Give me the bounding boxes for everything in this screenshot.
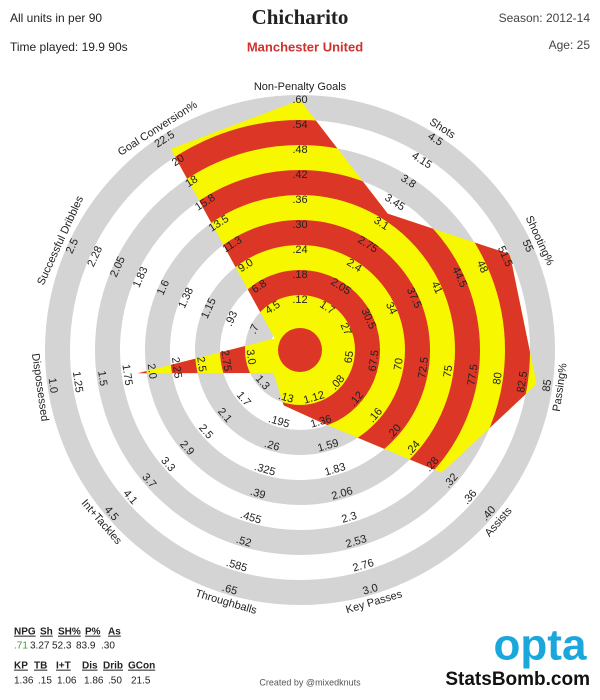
tick-label: 72.5 xyxy=(416,356,431,379)
tick-label: 80 xyxy=(491,372,505,386)
table-value: 52.3 xyxy=(52,641,72,652)
radar-core xyxy=(278,328,322,372)
tick-label: 82.5 xyxy=(515,371,530,394)
tick-label: 18 xyxy=(183,173,200,190)
table-value: 1.06 xyxy=(57,676,77,687)
tick-label: 1.6 xyxy=(155,278,172,297)
table-header: Sh xyxy=(40,627,53,638)
tick-label: 3.0 xyxy=(361,582,379,598)
site: StatsBomb.com xyxy=(445,669,590,690)
tick-label: .7 xyxy=(247,323,262,336)
tick-label: 1.83 xyxy=(323,461,347,479)
table-header: As xyxy=(108,627,121,638)
tick-label: 65 xyxy=(343,350,357,364)
tick-label: .26 xyxy=(263,438,281,454)
logo: opta xyxy=(494,621,587,670)
tick-label: 2.25 xyxy=(169,356,184,379)
tick-label: 34 xyxy=(383,300,399,316)
tick-label: .13 xyxy=(277,390,295,406)
tick-label: 41 xyxy=(429,280,445,296)
table-header: P% xyxy=(85,627,101,638)
tick-label: 2.53 xyxy=(344,533,368,551)
tick-label: .60 xyxy=(292,94,307,106)
tick-label: 1.12 xyxy=(302,389,326,407)
tick-label: .325 xyxy=(253,461,277,479)
tick-label: 1.5 xyxy=(95,370,109,387)
table-value: 1.86 xyxy=(84,676,104,687)
table-value: .15 xyxy=(38,676,52,687)
table-header: I+T xyxy=(56,661,71,672)
radar-band xyxy=(137,170,480,473)
table-value: 3.27 xyxy=(30,641,50,652)
radar-band xyxy=(137,120,530,473)
tick-label: 85 xyxy=(541,379,555,393)
tick-label: .39 xyxy=(249,486,267,502)
table-header: GCon xyxy=(128,661,155,672)
tick-label: 55 xyxy=(519,238,535,254)
age: Age: 25 xyxy=(549,38,591,52)
axis-label: Non-Penalty Goals xyxy=(254,81,347,93)
tick-label: .42 xyxy=(292,169,307,181)
tick-label: 48 xyxy=(474,259,490,275)
tick-label: 2.3 xyxy=(340,510,358,526)
table-value: 1.36 xyxy=(14,676,34,687)
tick-label: .48 xyxy=(292,144,307,156)
table-header: NPG xyxy=(14,627,36,638)
tick-label: 1.36 xyxy=(309,413,333,431)
tick-label: 2.06 xyxy=(330,485,354,503)
table-value: .30 xyxy=(101,641,115,652)
table-header: TB xyxy=(34,661,47,672)
tick-label: .65 xyxy=(221,582,239,598)
tick-label: 2.0 xyxy=(145,363,159,380)
table-header: SH% xyxy=(58,627,81,638)
table-value: .50 xyxy=(108,676,122,687)
tick-label: 1.59 xyxy=(316,437,340,455)
tick-label: 1.25 xyxy=(70,371,85,394)
tick-label: .585 xyxy=(225,557,249,575)
table-value: 21.5 xyxy=(131,676,151,687)
tick-label: .24 xyxy=(292,244,307,256)
tick-label: .455 xyxy=(239,509,263,527)
tick-label: .93 xyxy=(223,309,240,328)
tick-label: 2.75 xyxy=(218,349,233,372)
table-header: Dis xyxy=(82,661,98,672)
units-note: All units in per 90 xyxy=(10,11,102,25)
tick-label: 2.5 xyxy=(64,237,81,256)
team: Manchester United xyxy=(247,39,363,54)
time-played: Time played: 19.9 90s xyxy=(10,40,128,54)
table-header: Drib xyxy=(103,661,123,672)
tick-label: 77.5 xyxy=(466,363,481,386)
tick-label: 70 xyxy=(392,357,406,371)
tick-label: 20 xyxy=(170,152,187,169)
tick-label: 1.75 xyxy=(119,363,134,386)
tick-label: .12 xyxy=(292,294,307,306)
tick-label: .36 xyxy=(292,194,307,206)
table-value: .71 xyxy=(14,641,28,652)
table-header: KP xyxy=(14,661,28,672)
tick-label: .52 xyxy=(235,534,253,550)
tick-label: .195 xyxy=(267,413,291,431)
table-value: 83.9 xyxy=(76,641,96,652)
tick-label: 2.5 xyxy=(194,356,208,373)
player-name: Chicharito xyxy=(252,5,349,29)
tick-label: 1.0 xyxy=(46,377,60,394)
tick-label: .30 xyxy=(292,219,307,231)
tick-label: 3.0 xyxy=(244,349,258,366)
tick-label: 67.5 xyxy=(367,349,382,372)
tick-label: 27 xyxy=(338,321,354,337)
season: Season: 2012-14 xyxy=(499,11,591,25)
tick-label: .18 xyxy=(292,269,307,281)
credit: Created by @mixedknuts xyxy=(259,677,361,687)
tick-label: 2.76 xyxy=(351,557,375,575)
tick-label: .54 xyxy=(292,119,307,131)
tick-label: 75 xyxy=(442,364,456,378)
